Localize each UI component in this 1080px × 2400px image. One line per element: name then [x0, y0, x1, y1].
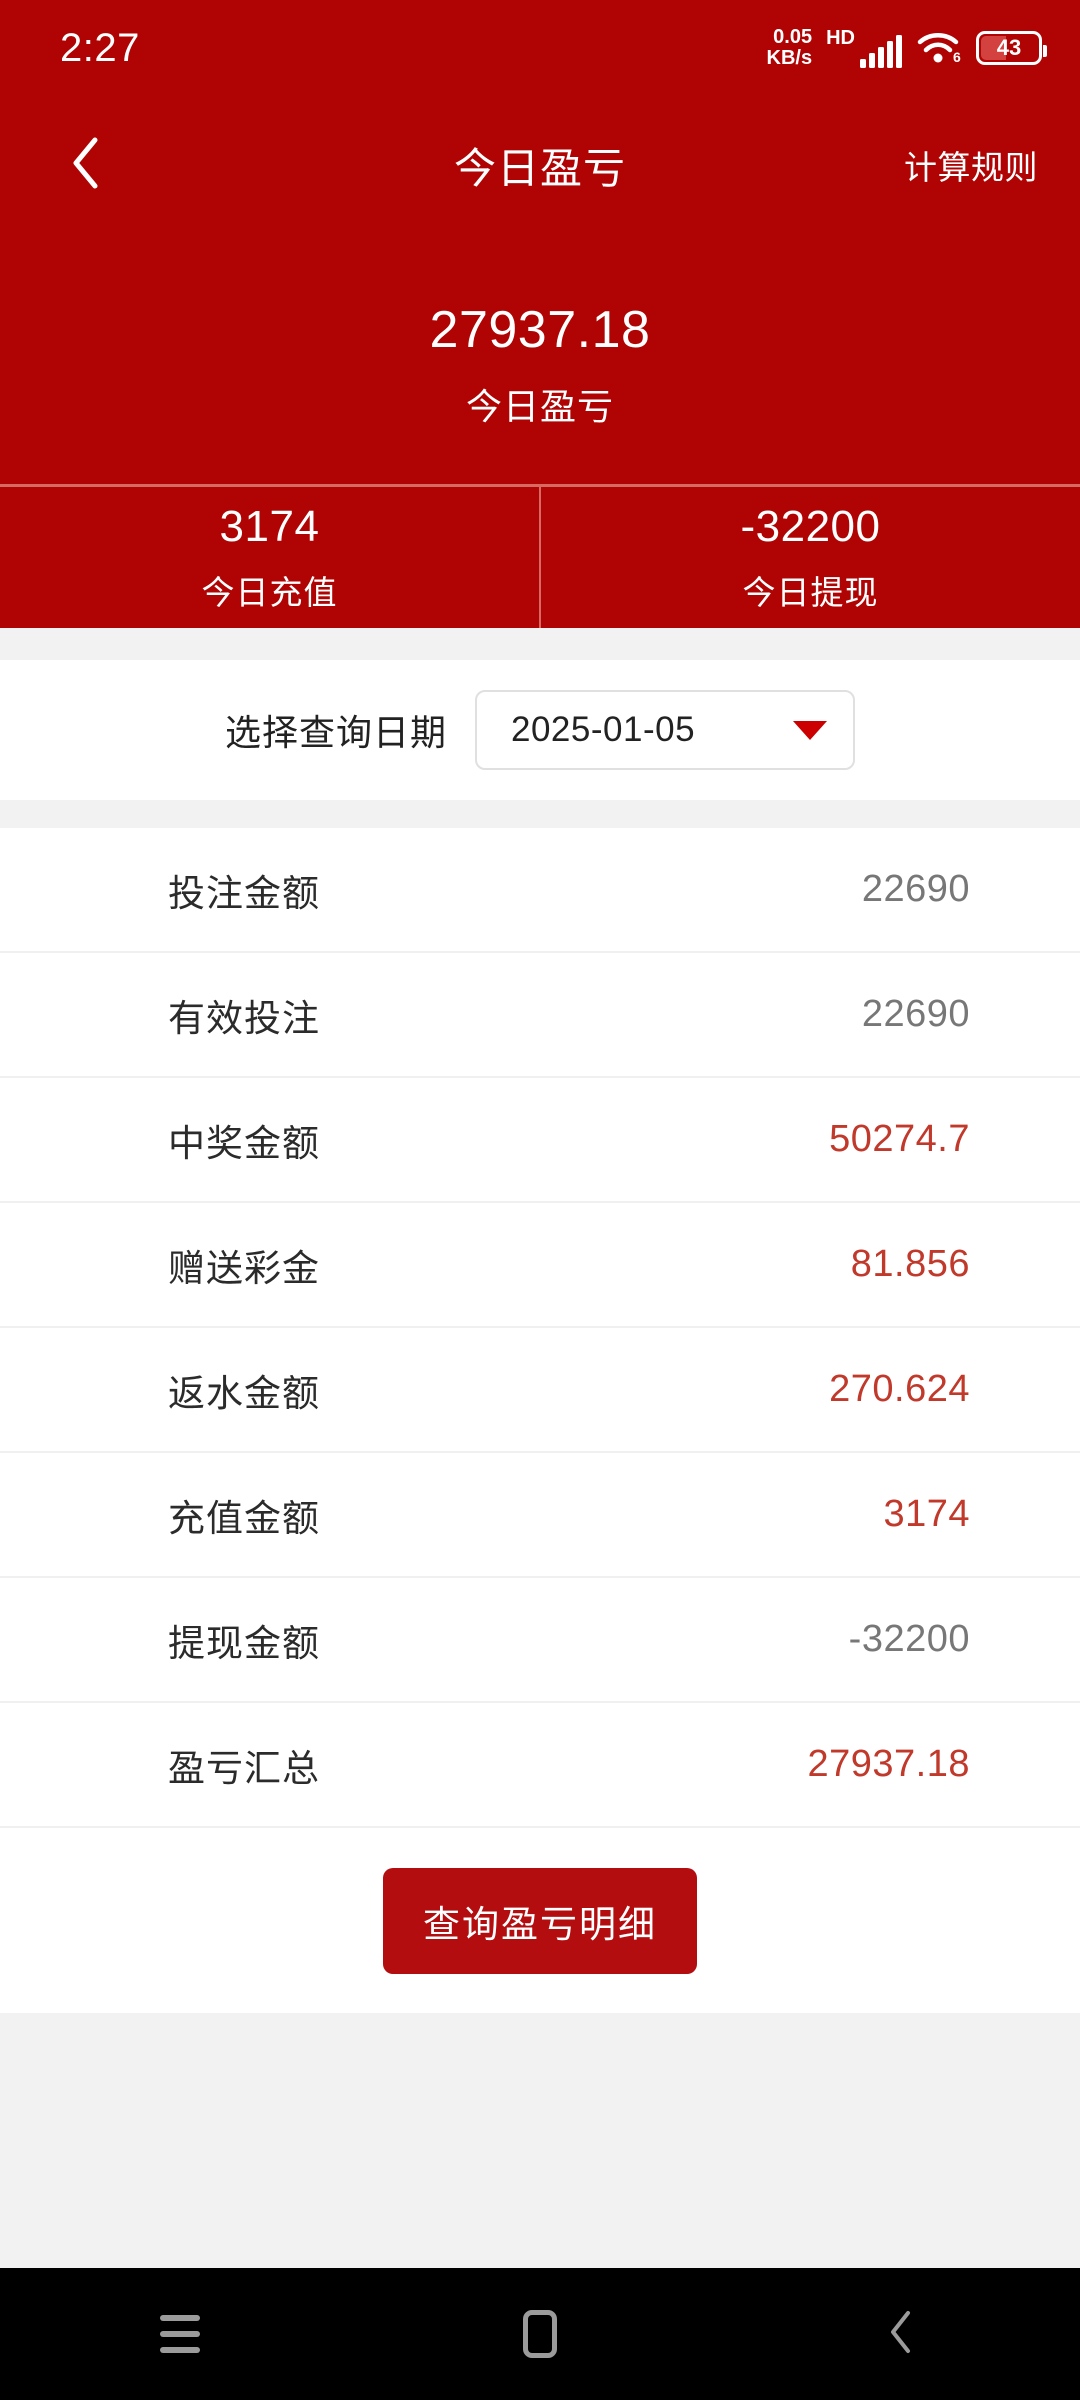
status-clock: 2:27 — [60, 25, 140, 70]
row-label: 投注金额 — [168, 872, 320, 914]
calculation-rules-link[interactable]: 计算规则 — [904, 149, 1038, 186]
network-speed-indicator: 0.05 KB/s — [767, 27, 813, 69]
wifi-icon: 6 — [916, 31, 962, 65]
row-label: 赠送彩金 — [168, 1247, 320, 1289]
action-area: 查询盈亏明细 — [0, 1828, 1080, 2013]
back-button[interactable] — [30, 110, 140, 220]
hero-divider — [0, 484, 1080, 487]
stat-today-deposit: 3174 今日充值 — [0, 487, 539, 628]
row-value: -32200 — [848, 1618, 970, 1660]
row-value: 270.624 — [829, 1368, 970, 1410]
stat-label: 今日充值 — [201, 573, 338, 611]
home-button[interactable] — [460, 2268, 620, 2400]
row-value: 22690 — [861, 868, 970, 910]
section-gap-top — [0, 628, 1080, 660]
svg-text:6: 6 — [953, 49, 961, 65]
row-value: 81.856 — [850, 1243, 970, 1285]
hd-label: HD — [826, 27, 855, 49]
list-item: 充值金额 3174 — [0, 1453, 1080, 1578]
page-title: 今日盈亏 — [453, 144, 626, 192]
row-value: 22690 — [861, 993, 970, 1035]
back-chevron-icon — [886, 2309, 914, 2360]
status-bar: 2:27 0.05 KB/s HD 6 — [0, 0, 1080, 96]
row-label: 充值金额 — [168, 1497, 320, 1539]
hero-amount-label: 今日盈亏 — [465, 386, 614, 427]
date-filter-card: 选择查询日期 2025-01-05 — [0, 660, 1080, 800]
home-icon — [523, 2310, 557, 2358]
section-gap-middle — [0, 800, 1080, 828]
network-speed-unit: KB/s — [766, 47, 813, 69]
cellular-indicator: HD — [826, 28, 902, 68]
status-indicators: 0.05 KB/s HD 6 — [767, 27, 1047, 69]
hero-summary: 27937.18 今日盈亏 — [0, 300, 1080, 430]
row-label: 有效投注 — [168, 997, 320, 1039]
recents-button[interactable] — [100, 2268, 260, 2400]
system-back-button[interactable] — [820, 2268, 980, 2400]
hero-amount: 27937.18 — [429, 301, 651, 359]
battery-fill — [981, 36, 1007, 60]
hero-red-panel: 2:27 0.05 KB/s HD 6 — [0, 0, 1080, 628]
network-speed-value: 0.05 — [773, 26, 813, 48]
system-navigation-bar — [0, 2268, 1080, 2400]
signal-bars-icon — [860, 35, 902, 68]
caret-down-icon — [793, 720, 827, 740]
stat-value: 3174 — [219, 501, 320, 551]
row-label: 提现金额 — [168, 1622, 320, 1664]
date-filter-label: 选择查询日期 — [224, 712, 447, 753]
stat-label: 今日提现 — [742, 573, 879, 611]
stat-today-withdrawal: -32200 今日提现 — [539, 487, 1080, 628]
battery-icon: 43 — [976, 31, 1047, 65]
row-value: 27937.18 — [807, 1743, 970, 1785]
hero-stats: 3174 今日充值 -32200 今日提现 — [0, 487, 1080, 628]
list-item: 赠送彩金 81.856 — [0, 1203, 1080, 1328]
row-value: 3174 — [883, 1493, 970, 1535]
app-header: 今日盈亏 计算规则 — [0, 110, 1080, 220]
battery-percent-label: 43 — [996, 35, 1022, 60]
query-detail-button[interactable]: 查询盈亏明细 — [383, 1867, 697, 1974]
chevron-left-icon — [68, 135, 102, 196]
recents-icon — [160, 2315, 200, 2353]
list-item: 有效投注 22690 — [0, 953, 1080, 1078]
list-item: 盈亏汇总 27937.18 — [0, 1703, 1080, 1828]
list-item: 返水金额 270.624 — [0, 1328, 1080, 1453]
stat-value: -32200 — [740, 501, 881, 551]
list-item: 投注金额 22690 — [0, 828, 1080, 953]
row-label: 盈亏汇总 — [168, 1747, 320, 1789]
list-item: 提现金额 -32200 — [0, 1578, 1080, 1703]
list-item: 中奖金额 50274.7 — [0, 1078, 1080, 1203]
row-value: 50274.7 — [829, 1118, 970, 1160]
row-label: 返水金额 — [168, 1372, 320, 1414]
date-select[interactable]: 2025-01-05 — [475, 690, 855, 770]
row-label: 中奖金额 — [168, 1122, 320, 1164]
detail-list: 投注金额 22690 有效投注 22690 中奖金额 50274.7 赠送彩金 … — [0, 828, 1080, 2013]
date-select-value: 2025-01-05 — [511, 710, 696, 749]
